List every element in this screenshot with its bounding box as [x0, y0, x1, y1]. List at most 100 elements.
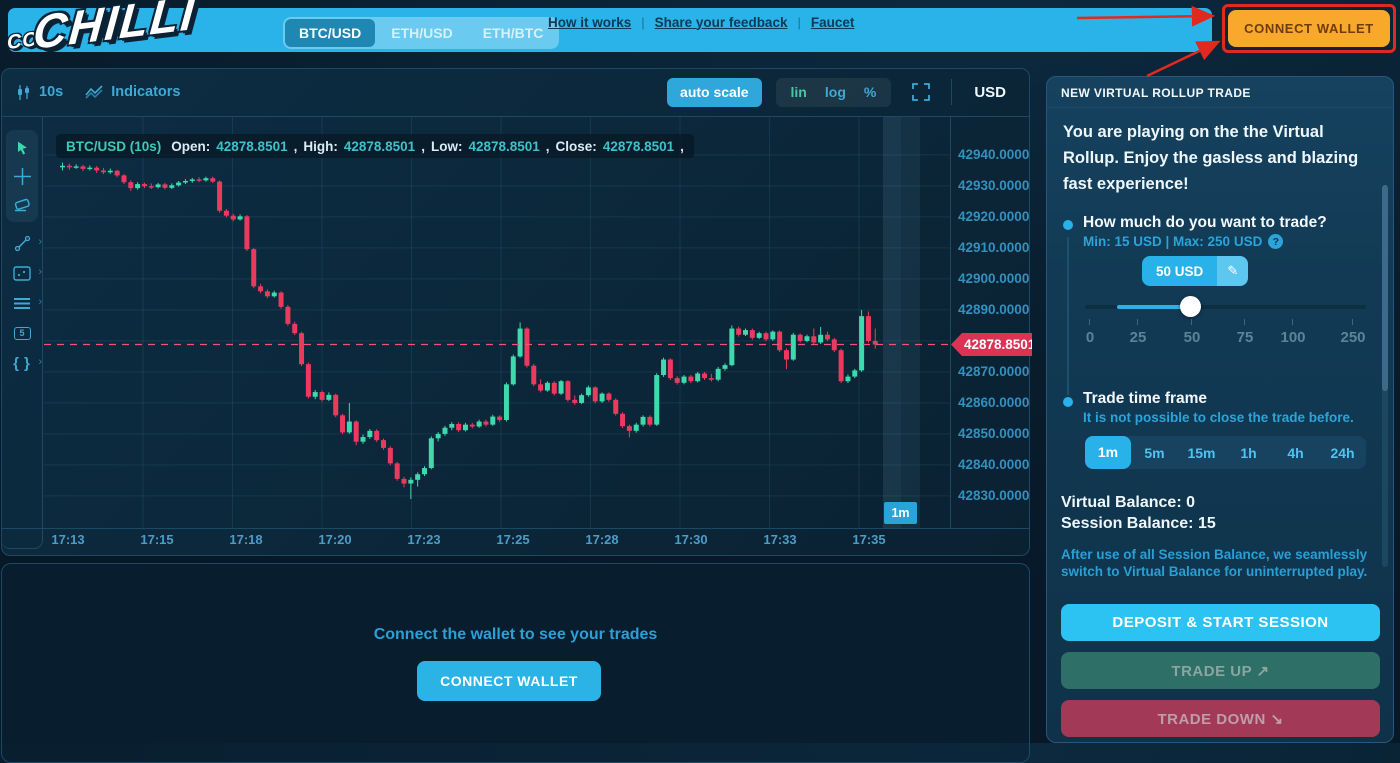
shape-tool[interactable]: ›	[6, 259, 42, 287]
session-balance: Session Balance: 15	[1061, 515, 1216, 532]
timeframe-15m[interactable]: 15m	[1187, 444, 1216, 461]
eraser-tool[interactable]	[6, 190, 38, 218]
timeframe-4h[interactable]: 4h	[1287, 444, 1304, 461]
y-axis-label: 42930.0000	[958, 177, 1030, 193]
x-axis-label: 17:35	[852, 532, 886, 547]
candle	[859, 309, 865, 372]
candle	[818, 326, 824, 345]
cursor-tool[interactable]	[6, 134, 38, 162]
candle	[729, 325, 735, 367]
candle	[73, 164, 79, 169]
header-link-how-it-works[interactable]: How it works	[548, 14, 632, 30]
legend-pair-name: BTC/USD (10s)	[66, 138, 162, 154]
candle	[210, 176, 216, 184]
scale-mode-lin[interactable]: lin	[790, 84, 807, 100]
auto-scale-button[interactable]: auto scale	[667, 77, 762, 107]
candle	[387, 446, 393, 466]
candle	[176, 180, 182, 187]
y-axis-label: 42920.0000	[958, 208, 1030, 224]
drawing-tools-sidebar: › › › 5 { } ›	[1, 117, 43, 549]
timeframe-1h[interactable]: 1h	[1240, 444, 1257, 461]
divider	[1047, 107, 1393, 108]
bullet-dot	[1063, 397, 1073, 407]
header-link-share-your-feedback[interactable]: Share your feedback	[654, 14, 788, 30]
candle	[708, 373, 714, 382]
lines-tool[interactable]: ›	[6, 289, 42, 317]
candlestick-chart[interactable]	[44, 117, 950, 528]
x-axis-label: 17:30	[674, 532, 708, 547]
candle	[264, 289, 270, 299]
trend-line-tool[interactable]: ›	[6, 229, 42, 257]
trade-down-button[interactable]: TRADE DOWN ↘	[1061, 700, 1380, 737]
deposit-start-session-button[interactable]: DEPOSIT & START SESSION	[1061, 604, 1380, 641]
candle	[585, 385, 591, 397]
x-axis-label: 17:33	[763, 532, 797, 547]
rollup-intro-text: You are playing on the the Virtual Rollu…	[1063, 123, 1359, 193]
timeframe-24h[interactable]: 24h	[1330, 444, 1355, 461]
edit-pencil-icon[interactable]: ✎	[1217, 256, 1249, 286]
scrollbar-thumb[interactable]	[1382, 185, 1388, 391]
help-icon[interactable]: ?	[1268, 234, 1284, 249]
candle	[94, 166, 100, 173]
candle	[223, 208, 229, 218]
slider-scale-label: 50	[1183, 329, 1201, 346]
candle	[333, 393, 339, 418]
candle	[599, 392, 605, 403]
indicators-button[interactable]: Indicators	[85, 84, 181, 100]
chevron-right-icon: ›	[38, 296, 42, 308]
legend-comma: ,	[421, 138, 425, 154]
candle	[182, 179, 188, 185]
candle	[483, 419, 489, 427]
time-axis-border	[2, 528, 1030, 529]
candle	[497, 415, 503, 422]
fullscreen-icon[interactable]	[911, 82, 931, 102]
slider-scale-label: 100	[1280, 329, 1306, 346]
indicators-icon	[85, 85, 103, 99]
candle	[852, 368, 858, 379]
connect-wallet-button-bottom[interactable]: CONNECT WALLET	[417, 661, 601, 701]
candle	[415, 472, 421, 487]
slider-thumb[interactable]	[1180, 296, 1201, 317]
candle	[148, 183, 154, 190]
candle	[524, 327, 530, 368]
candle	[804, 334, 810, 343]
legend-label: High:	[303, 138, 338, 154]
pair-tab-eth-btc[interactable]: ETH/BTC	[482, 25, 544, 41]
trend-line-icon	[14, 235, 30, 251]
candle	[620, 412, 626, 429]
x-axis-label: 17:18	[229, 532, 263, 547]
candle	[715, 366, 721, 382]
slider-track[interactable]	[1085, 305, 1366, 309]
candle	[367, 428, 373, 439]
timeframe-options: 1m 5m 15m 1h 4h 24h	[1085, 436, 1366, 469]
scale-mode-log[interactable]: log	[824, 84, 846, 100]
timeframe-5m[interactable]: 5m	[1144, 444, 1165, 461]
brackets-tool[interactable]: { } ›	[6, 349, 42, 377]
candle	[353, 420, 359, 446]
interval-selector[interactable]: 10s	[15, 84, 63, 101]
price-label-tool[interactable]: 5	[6, 319, 38, 347]
candle	[613, 398, 619, 416]
candle	[162, 182, 168, 190]
crosshair-tool[interactable]	[6, 162, 38, 190]
candle	[121, 174, 127, 185]
rectangle-shape-icon	[13, 265, 31, 281]
scale-mode-percent[interactable]: %	[863, 84, 877, 100]
slider-tick	[1191, 319, 1192, 325]
amount-chip[interactable]: 50 USD ✎	[1142, 256, 1249, 286]
pair-tab-eth-usd[interactable]: ETH/USD	[391, 25, 453, 41]
timeframe-1m[interactable]: 1m	[1085, 436, 1131, 469]
trade-up-button[interactable]: TRADE UP ↗	[1061, 652, 1380, 689]
candle	[838, 348, 844, 384]
pair-tab-btc-usd[interactable]: BTC/USD	[285, 19, 376, 47]
candle	[442, 425, 448, 436]
candle	[189, 177, 195, 183]
virtual-balance: Virtual Balance: 0	[1061, 494, 1195, 511]
header-link-faucet[interactable]: Faucet	[810, 14, 855, 30]
logo-text: CHILLI	[31, 0, 199, 60]
candle	[66, 163, 72, 170]
connect-wallet-button[interactable]: CONNECT WALLET	[1228, 10, 1390, 47]
candle	[299, 331, 305, 367]
amount-value: 50 USD	[1142, 256, 1218, 286]
legend-comma: ,	[293, 138, 298, 154]
